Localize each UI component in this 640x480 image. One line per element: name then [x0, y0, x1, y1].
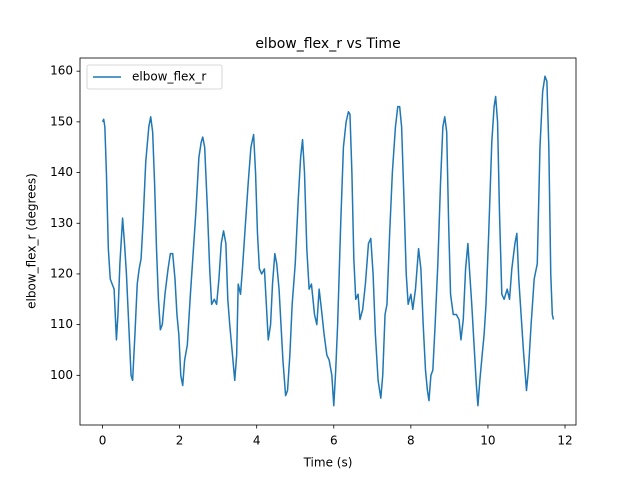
y-tick-label: 110 — [50, 317, 73, 331]
legend-box — [86, 64, 223, 90]
y-tick-label: 100 — [50, 368, 73, 382]
x-tick-label: 0 — [99, 434, 107, 448]
y-tick-label: 160 — [50, 64, 73, 78]
x-tick-label: 6 — [330, 434, 338, 448]
x-tick-label: 8 — [407, 434, 415, 448]
y-tick-label: 130 — [50, 216, 73, 230]
plot-area — [101, 75, 555, 407]
data-line — [101, 75, 555, 407]
chart-title: elbow_flex_r vs Time — [255, 36, 400, 52]
axes-frame — [79, 57, 577, 426]
x-tick-label: 4 — [253, 434, 261, 448]
legend-label: elbow_flex_r — [132, 70, 206, 84]
x-tick-label: 12 — [557, 434, 572, 448]
x-axis-label: Time (s) — [303, 456, 353, 470]
y-tick-label: 150 — [50, 114, 73, 128]
y-axis-label: elbow_flex_r (degrees) — [25, 173, 39, 309]
x-tick-label: 10 — [480, 434, 495, 448]
y-tick-label: 140 — [50, 165, 73, 179]
y-tick-label: 120 — [50, 266, 73, 280]
x-tick-label: 2 — [176, 434, 184, 448]
